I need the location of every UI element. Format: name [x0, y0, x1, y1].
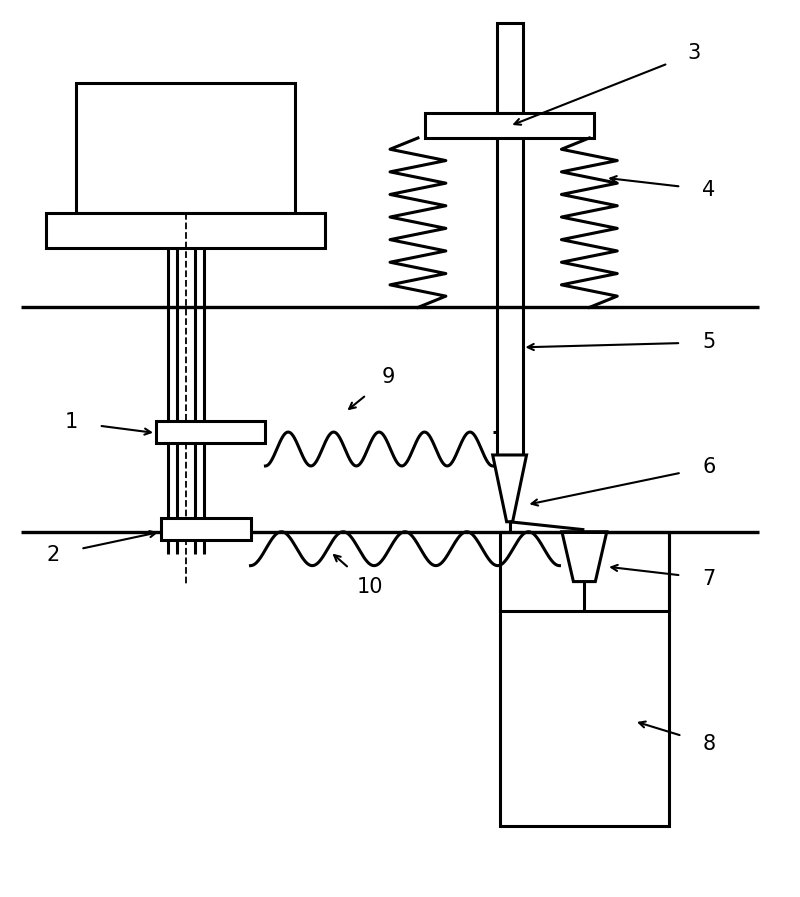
Bar — [161, 518, 250, 540]
Bar — [46, 213, 326, 248]
Polygon shape — [493, 455, 526, 522]
Text: 10: 10 — [357, 577, 383, 597]
Text: 1: 1 — [65, 412, 78, 432]
Bar — [425, 113, 594, 138]
Bar — [500, 612, 669, 826]
Text: 8: 8 — [702, 734, 715, 754]
Text: 4: 4 — [702, 179, 715, 200]
Text: 2: 2 — [46, 544, 60, 565]
Bar — [156, 421, 266, 443]
Text: 5: 5 — [702, 332, 715, 353]
Bar — [76, 83, 295, 213]
Bar — [497, 23, 522, 113]
Text: 3: 3 — [687, 43, 701, 63]
Text: 6: 6 — [702, 457, 716, 477]
Text: 7: 7 — [702, 569, 715, 588]
Polygon shape — [562, 532, 606, 581]
Text: 9: 9 — [382, 367, 394, 388]
